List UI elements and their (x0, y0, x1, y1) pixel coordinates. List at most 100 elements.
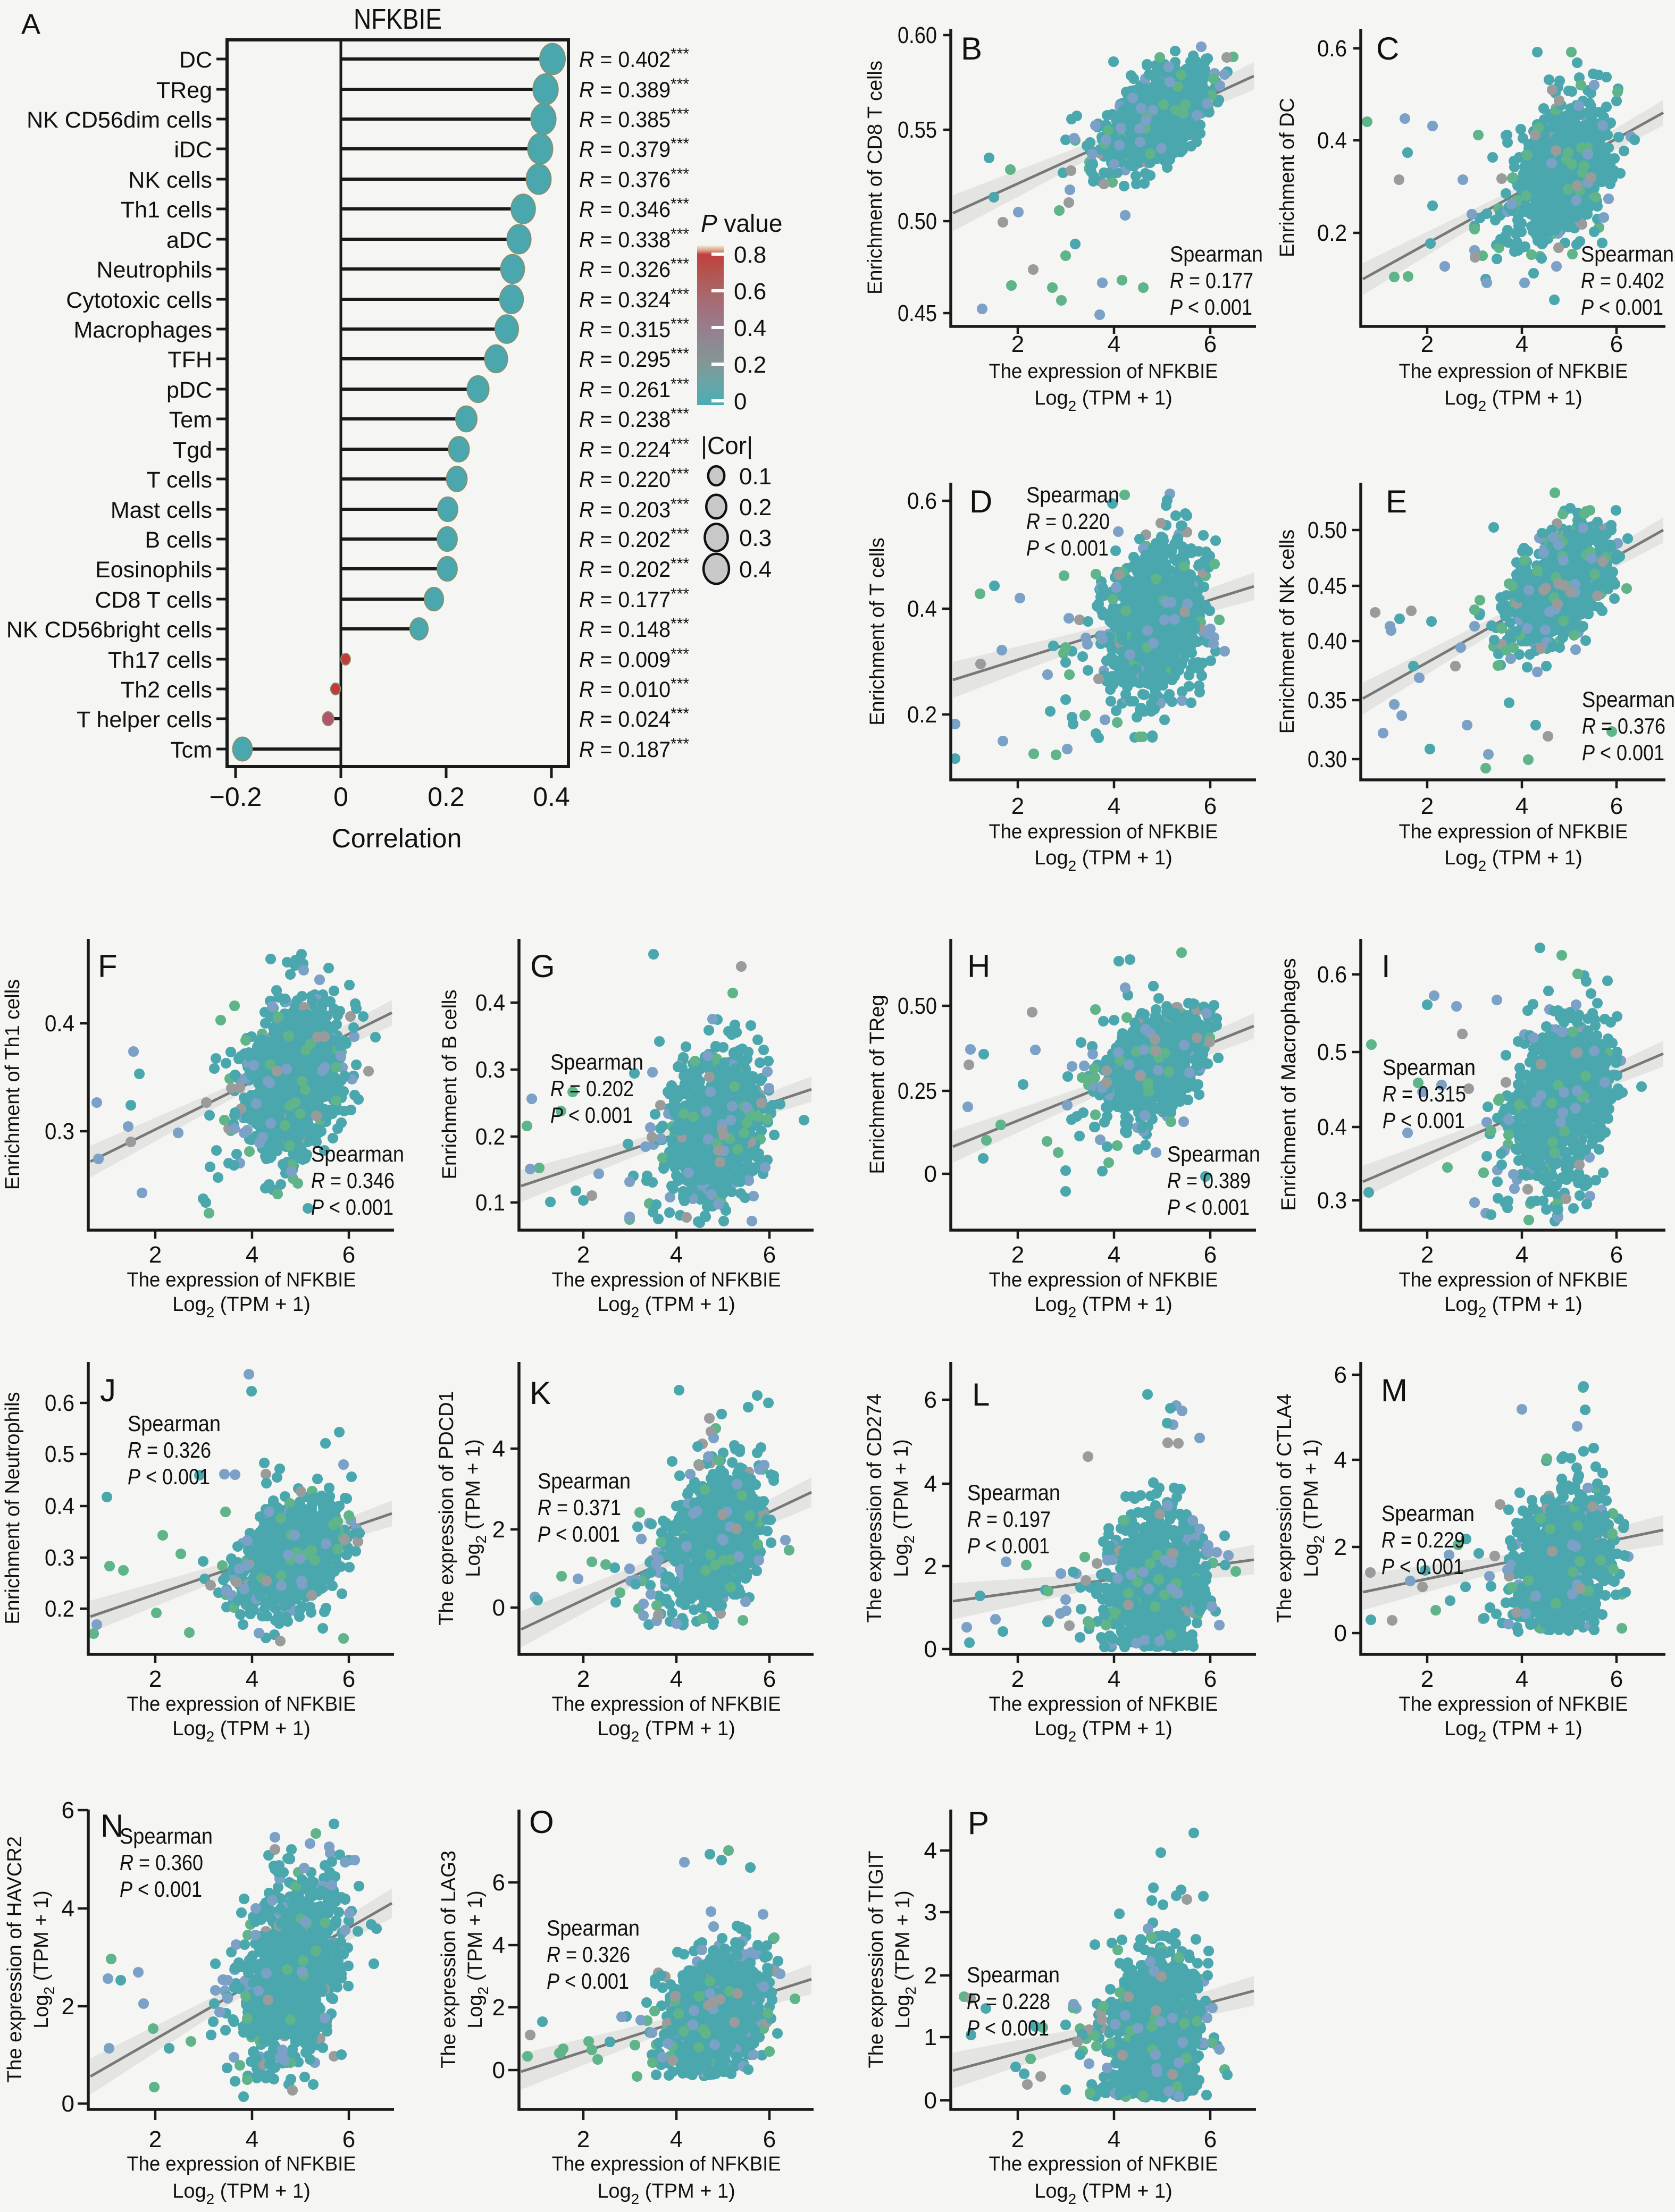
svg-text:2: 2 (1421, 1242, 1434, 1268)
svg-text:R = 0.197: R = 0.197 (967, 1507, 1051, 1532)
svg-text:aDC: aDC (166, 228, 212, 253)
svg-text:R = 0.402: R = 0.402 (1581, 268, 1664, 293)
svg-text:0.45: 0.45 (1308, 573, 1347, 599)
svg-text:4: 4 (246, 1666, 258, 1692)
svg-text:R = 0.177: R = 0.177 (1170, 268, 1253, 293)
svg-text:2: 2 (492, 1995, 505, 2021)
svg-text:4: 4 (1108, 1242, 1120, 1268)
svg-text:4: 4 (670, 1242, 683, 1268)
svg-text:Th2 cells: Th2 cells (121, 677, 212, 703)
svg-text:R = 0.024***: R = 0.024*** (579, 705, 689, 731)
svg-text:R = 0.228: R = 0.228 (967, 1989, 1050, 2014)
svg-text:The expression of NFKBIE: The expression of NFKBIE (989, 360, 1218, 383)
svg-text:R = 0.177***: R = 0.177*** (579, 585, 689, 612)
svg-text:0.40: 0.40 (1308, 628, 1347, 654)
svg-text:6: 6 (342, 1242, 355, 1268)
svg-text:3: 3 (924, 1899, 937, 1925)
svg-text:R = 0.295***: R = 0.295*** (579, 345, 689, 372)
svg-text:Th17 cells: Th17 cells (108, 647, 212, 673)
svg-text:The expression of NFKBIE: The expression of NFKBIE (552, 1693, 781, 1715)
svg-text:The expression of NFKBIE: The expression of NFKBIE (989, 1269, 1218, 1291)
svg-text:0.6: 0.6 (907, 488, 937, 514)
svg-text:G: G (530, 948, 555, 984)
svg-text:The expression of NFKBIE: The expression of NFKBIE (1399, 821, 1628, 843)
svg-text:NK cells: NK cells (128, 167, 212, 193)
svg-text:R = 0.220: R = 0.220 (1026, 509, 1110, 534)
svg-text:K: K (530, 1375, 551, 1411)
svg-text:0: 0 (924, 2088, 937, 2114)
svg-text:P < 0.001: P < 0.001 (311, 1195, 393, 1219)
svg-text:TFH: TFH (168, 347, 212, 373)
svg-text:R = 0.338***: R = 0.338*** (579, 225, 689, 252)
svg-text:T cells: T cells (147, 467, 212, 493)
svg-text:R = 0.202***: R = 0.202*** (579, 525, 689, 552)
svg-text:2: 2 (149, 2126, 162, 2152)
svg-text:6: 6 (763, 1242, 776, 1268)
svg-text:4: 4 (492, 1436, 505, 1462)
svg-text:4: 4 (62, 1896, 74, 1922)
svg-text:0.2: 0.2 (907, 702, 937, 728)
svg-text:J: J (100, 1373, 116, 1408)
svg-text:6: 6 (1204, 793, 1217, 819)
svg-text:0.6: 0.6 (1317, 36, 1347, 62)
svg-text:Enrichment of TReg: Enrichment of TReg (866, 995, 889, 1174)
svg-text:P: P (968, 1805, 989, 1841)
svg-text:0.55: 0.55 (898, 117, 937, 143)
svg-text:4: 4 (924, 1471, 937, 1497)
svg-text:P < 0.001: P < 0.001 (1381, 1554, 1464, 1579)
svg-text:2: 2 (62, 1994, 74, 2020)
svg-text:Spearman: Spearman (1167, 1141, 1260, 1166)
svg-text:R = 0.376***: R = 0.376*** (579, 165, 689, 192)
svg-text:The expression of NFKBIE: The expression of NFKBIE (127, 1269, 356, 1291)
svg-text:0.50: 0.50 (898, 993, 937, 1019)
svg-text:Cytotoxic cells: Cytotoxic cells (66, 288, 212, 313)
svg-text:0.4: 0.4 (45, 1493, 74, 1519)
svg-text:6: 6 (1334, 1362, 1347, 1388)
svg-text:6: 6 (342, 1666, 355, 1692)
svg-text:R = 0.346***: R = 0.346*** (579, 195, 689, 222)
svg-text:P < 0.001: P < 0.001 (1383, 1108, 1465, 1133)
svg-text:NK CD56dim cells: NK CD56dim cells (27, 107, 212, 133)
svg-text:4: 4 (670, 1666, 683, 1692)
svg-text:2: 2 (1421, 331, 1434, 357)
svg-text:0.35: 0.35 (1308, 687, 1347, 713)
svg-text:Enrichment of NK cells: Enrichment of NK cells (1276, 529, 1299, 734)
svg-text:4: 4 (1108, 331, 1120, 357)
svg-text:0: 0 (1334, 1620, 1347, 1646)
svg-text:6: 6 (1204, 331, 1217, 357)
svg-text:R = 0.324***: R = 0.324*** (579, 285, 689, 312)
svg-text:0: 0 (734, 389, 747, 415)
svg-text:Macrophages: Macrophages (73, 317, 212, 343)
svg-text:The expression of HAVCR2: The expression of HAVCR2 (4, 1836, 26, 2083)
svg-text:The expression of NFKBIE: The expression of NFKBIE (127, 1693, 356, 1715)
svg-text:R = 0.371: R = 0.371 (538, 1495, 621, 1520)
svg-text:0.3: 0.3 (739, 525, 772, 551)
svg-text:0.45: 0.45 (898, 300, 937, 326)
svg-text:0.60: 0.60 (898, 22, 937, 48)
svg-text:NFKBIE: NFKBIE (354, 3, 442, 35)
svg-text:R = 0.202***: R = 0.202*** (579, 555, 689, 582)
svg-text:M: M (1381, 1373, 1408, 1408)
svg-text:0.2: 0.2 (1317, 220, 1347, 246)
svg-text:2: 2 (577, 1666, 590, 1692)
svg-text:Spearman: Spearman (1383, 1055, 1476, 1080)
svg-text:R = 0.187***: R = 0.187*** (579, 735, 689, 762)
svg-text:Spearman: Spearman (550, 1049, 643, 1074)
svg-text:The expression of NFKBIE: The expression of NFKBIE (127, 2153, 356, 2175)
svg-text:2: 2 (1011, 793, 1024, 819)
svg-text:0.4: 0.4 (45, 1011, 74, 1037)
svg-text:4: 4 (1515, 331, 1528, 357)
svg-text:Spearman: Spearman (120, 1823, 213, 1848)
svg-text:P value: P value (701, 209, 782, 237)
svg-text:0.3: 0.3 (475, 1057, 505, 1083)
svg-text:Spearman: Spearman (1581, 241, 1674, 266)
svg-text:D: D (969, 484, 992, 519)
svg-text:C: C (1376, 31, 1399, 66)
svg-text:CD8 T cells: CD8 T cells (95, 587, 212, 613)
svg-text:2: 2 (492, 1517, 505, 1543)
svg-text:P < 0.001: P < 0.001 (967, 1533, 1050, 1558)
svg-text:Th1 cells: Th1 cells (121, 197, 212, 223)
svg-text:6: 6 (492, 1870, 505, 1896)
svg-text:R = 0.389: R = 0.389 (1167, 1168, 1251, 1193)
svg-text:4: 4 (492, 1932, 505, 1958)
